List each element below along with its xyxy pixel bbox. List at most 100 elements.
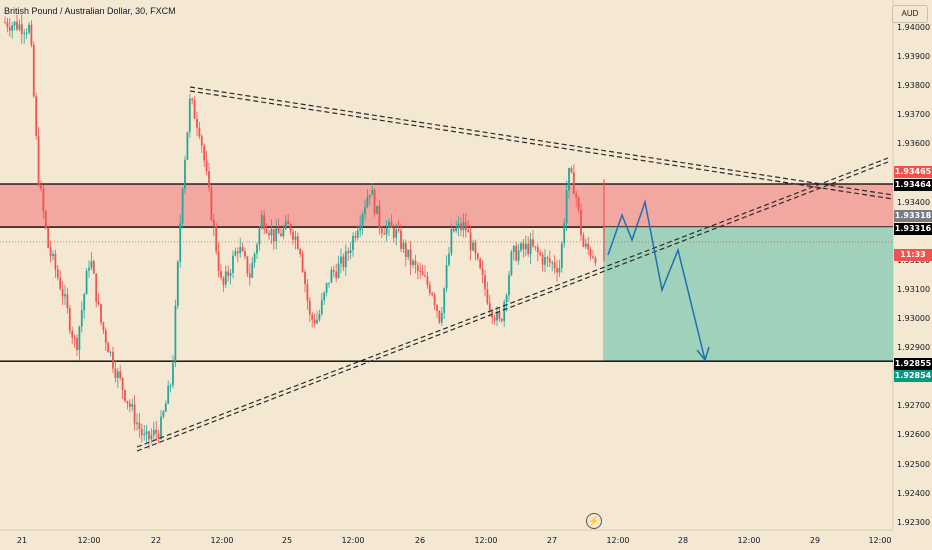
candle-body bbox=[376, 205, 378, 214]
candle-body bbox=[270, 228, 273, 236]
candle-body bbox=[335, 271, 338, 278]
price-tick-label: 1.93400 bbox=[897, 197, 931, 207]
candle-body bbox=[107, 342, 110, 353]
candle-body bbox=[316, 319, 318, 324]
candle-body bbox=[385, 227, 388, 235]
flash-icon[interactable]: ⚡ bbox=[586, 513, 602, 529]
candle-body bbox=[260, 215, 263, 229]
candle-body bbox=[308, 300, 311, 315]
candle-body bbox=[169, 385, 172, 387]
candle-body bbox=[49, 247, 52, 256]
candle-body bbox=[455, 227, 458, 232]
candle-body bbox=[198, 127, 201, 137]
candle-body bbox=[272, 228, 275, 242]
candle-body bbox=[73, 337, 76, 339]
candle-body bbox=[508, 274, 510, 296]
candle-body bbox=[64, 294, 66, 297]
candle-body bbox=[467, 230, 470, 233]
price-badge: 1.92855 bbox=[894, 358, 932, 370]
candle-body bbox=[503, 302, 506, 321]
price-tick-label: 1.94000 bbox=[897, 23, 931, 32]
candle-body bbox=[340, 256, 342, 264]
candle-body bbox=[88, 267, 90, 271]
candle-body bbox=[510, 251, 513, 275]
candle-body bbox=[416, 265, 419, 272]
candle-body bbox=[479, 258, 482, 269]
candle-body bbox=[90, 261, 93, 268]
candle-body bbox=[61, 288, 64, 297]
candle-body bbox=[282, 228, 285, 237]
candle-body bbox=[558, 268, 561, 273]
candle-body bbox=[97, 301, 100, 305]
candle-body bbox=[68, 308, 71, 331]
price-tick-label: 1.93900 bbox=[897, 52, 931, 62]
candle-body bbox=[138, 422, 141, 429]
candle-body bbox=[438, 310, 441, 323]
candle-body bbox=[42, 188, 45, 211]
candle-body bbox=[577, 197, 580, 210]
candle-body bbox=[32, 44, 35, 97]
time-tick-label: 12:00 bbox=[77, 536, 101, 545]
candle-body bbox=[167, 385, 170, 404]
price-tick-label: 1.92400 bbox=[897, 488, 931, 498]
candle-body bbox=[354, 235, 357, 238]
candle-body bbox=[560, 243, 563, 269]
candle-body bbox=[445, 265, 448, 289]
time-tick-label: 12:00 bbox=[210, 536, 234, 545]
candle-body bbox=[56, 269, 59, 278]
target-zone bbox=[603, 227, 893, 362]
candle-body bbox=[594, 257, 597, 264]
candle-body bbox=[128, 403, 131, 407]
price-badge: 1.92854 bbox=[894, 370, 932, 382]
candle-body bbox=[364, 207, 366, 214]
candle-body bbox=[244, 251, 246, 257]
candle-body bbox=[119, 371, 122, 378]
candle-body bbox=[95, 273, 98, 302]
candle-body bbox=[313, 319, 316, 324]
candle-body bbox=[556, 268, 558, 273]
candle-body bbox=[184, 159, 186, 189]
candle-body bbox=[277, 227, 280, 234]
candle-body bbox=[133, 404, 136, 424]
candle-body bbox=[342, 256, 345, 268]
candle-body bbox=[352, 235, 354, 251]
currency-button[interactable]: AUD bbox=[892, 5, 928, 23]
candle-body bbox=[484, 275, 486, 290]
candle-body bbox=[426, 276, 429, 285]
time-tick-label: 26 bbox=[414, 536, 426, 545]
candle-body bbox=[539, 252, 542, 255]
candle-body bbox=[20, 24, 23, 34]
candle-body bbox=[25, 32, 28, 34]
candle-body bbox=[284, 221, 287, 229]
candle-body bbox=[563, 223, 566, 244]
candle-body bbox=[505, 295, 508, 303]
candle-body bbox=[407, 249, 410, 258]
candle-body bbox=[256, 244, 258, 254]
candle-body bbox=[388, 221, 390, 228]
candle-body bbox=[529, 239, 532, 255]
candle-body bbox=[210, 187, 213, 221]
candle-body bbox=[296, 236, 299, 249]
resistance-zone bbox=[0, 183, 893, 228]
candle-body bbox=[289, 224, 292, 232]
candle-body bbox=[356, 230, 359, 238]
candle-body bbox=[440, 312, 443, 323]
candle-body bbox=[172, 362, 174, 386]
candle-body bbox=[481, 268, 484, 276]
candle-body bbox=[215, 226, 218, 252]
candle-body bbox=[124, 390, 126, 401]
price-badge: 1.93318 bbox=[894, 210, 932, 222]
candle-body bbox=[544, 257, 546, 265]
candle-body bbox=[208, 171, 210, 188]
time-tick-label: 12:00 bbox=[868, 536, 892, 545]
candle-body bbox=[380, 228, 383, 234]
candle-body bbox=[476, 253, 479, 259]
candle-body bbox=[40, 185, 42, 189]
candle-body bbox=[452, 228, 455, 232]
candle-body bbox=[325, 283, 328, 293]
ascending-trendline bbox=[136, 157, 889, 448]
candle-body bbox=[587, 243, 590, 250]
candle-body bbox=[258, 228, 261, 245]
